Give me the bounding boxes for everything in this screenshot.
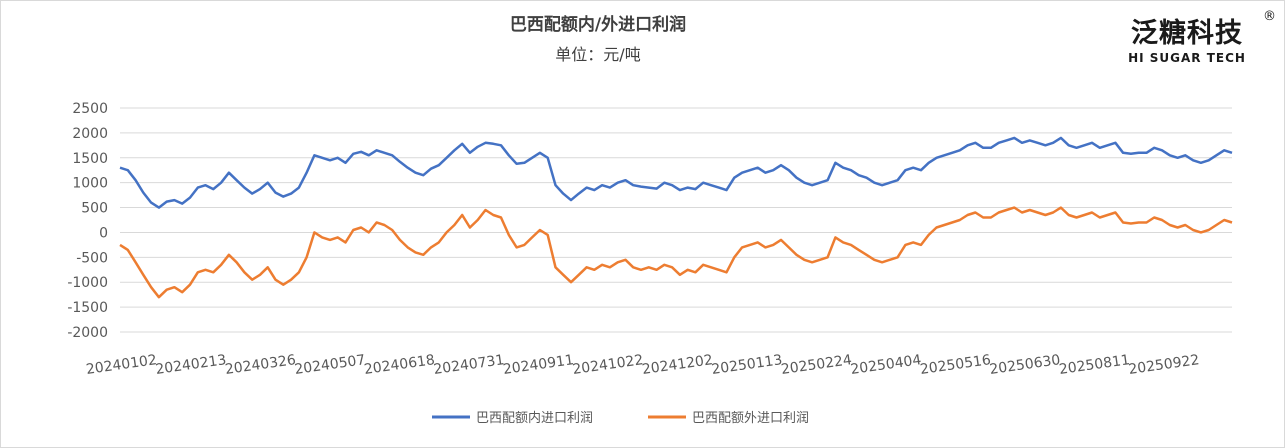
series-line-inside-quota <box>119 136 1233 209</box>
legend: 巴西配额内进口利润 巴西配额外进口利润 <box>432 410 809 426</box>
x-tick-label: 20250922 <box>1128 352 1201 378</box>
y-tick-label: 1000 <box>72 176 108 192</box>
series-lines <box>119 136 1233 299</box>
y-tick-label: -2000 <box>67 325 108 341</box>
y-tick-label: -1500 <box>67 300 108 316</box>
series-line-outside-quota <box>119 206 1233 299</box>
x-tick-label: 20250224 <box>780 352 853 378</box>
x-tick-label: 20250113 <box>711 352 784 378</box>
logo-registered-mark: ® <box>1263 9 1276 24</box>
legend-label-outside-quota: 巴西配额外进口利润 <box>692 411 809 426</box>
x-tick-label: 20241022 <box>572 352 645 378</box>
logo: 泛糖科技 ® HI SUGAR TECH <box>1128 9 1276 65</box>
logo-cn-text: 泛糖科技 <box>1131 17 1243 49</box>
y-tick-label: 2000 <box>72 126 108 142</box>
x-tick-label: 20240507 <box>294 352 367 378</box>
y-tick-label: -1000 <box>67 275 108 291</box>
x-tick-label: 20240326 <box>224 352 297 378</box>
y-tick-label: 1500 <box>72 151 108 167</box>
chart-subtitle: 单位：元/吨 <box>555 45 640 64</box>
x-tick-label: 20240618 <box>363 352 436 378</box>
y-axis-ticks: -2000 -1500 -1000 -500 0 500 1000 1500 2000 2500 <box>67 101 108 341</box>
x-tick-label: 20250811 <box>1058 352 1131 378</box>
x-tick-label: 20240102 <box>85 352 158 378</box>
legend-label-inside-quota: 巴西配额内进口利润 <box>476 410 593 426</box>
y-tick-label: 2500 <box>72 101 108 117</box>
x-tick-label: 20250404 <box>850 352 923 378</box>
x-tick-label: 20250516 <box>919 352 992 378</box>
y-tick-label: -500 <box>76 250 108 266</box>
y-tick-label: 500 <box>81 201 108 217</box>
x-axis-ticks: 2024010220240213202403262024050720240618… <box>85 352 1200 378</box>
x-tick-label: 20240731 <box>433 352 506 378</box>
x-tick-label: 20241202 <box>641 352 714 378</box>
x-tick-label: 20240911 <box>502 352 575 378</box>
chart-title: 巴西配额内/外进口利润 <box>510 14 686 35</box>
y-tick-label: 0 <box>99 225 108 241</box>
x-tick-label: 20250630 <box>989 352 1062 378</box>
x-tick-label: 20240213 <box>155 352 228 378</box>
logo-en-text: HI SUGAR TECH <box>1128 51 1246 65</box>
